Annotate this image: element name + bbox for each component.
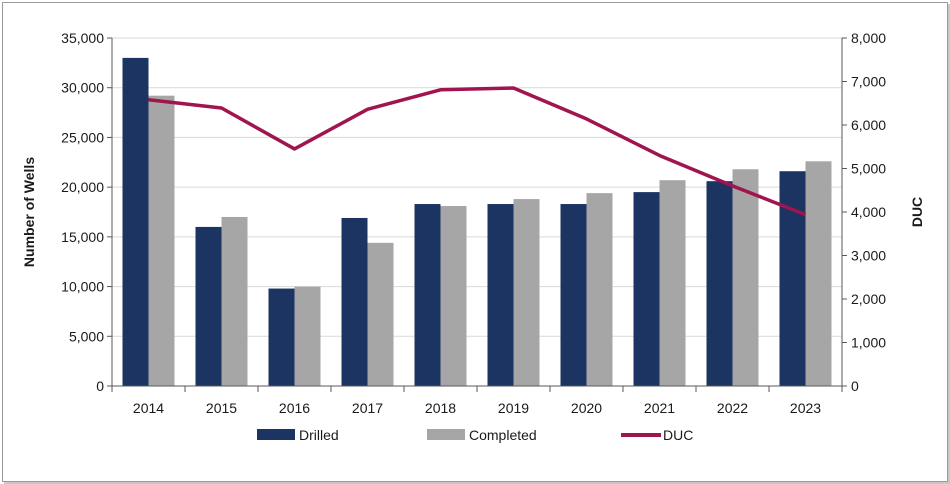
bar-completed [732, 169, 759, 386]
x-tick-label: 2023 [790, 400, 821, 416]
legend: Drilled Completed DUC [257, 427, 693, 443]
bar-completed [148, 95, 175, 386]
right-tick-label: 3,000 [851, 248, 886, 264]
left-tick-label: 5,000 [69, 328, 104, 344]
legend-label-drilled: Drilled [299, 427, 339, 443]
x-tick-label: 2019 [498, 400, 529, 416]
bar-completed [586, 193, 613, 386]
bar-drilled [487, 204, 514, 386]
legend-label-completed: Completed [469, 427, 537, 443]
bar-drilled [560, 204, 587, 386]
x-tick-label: 2014 [133, 400, 164, 416]
right-tick-label: 6,000 [851, 117, 886, 133]
bar-drilled [268, 288, 295, 386]
bar-completed [805, 161, 832, 386]
bar-completed [367, 242, 394, 386]
bar-drilled [341, 217, 368, 386]
legend-label-duc: DUC [663, 427, 693, 443]
bar-drilled [122, 57, 149, 387]
bar-drilled [414, 204, 441, 386]
x-tick-label: 2016 [279, 400, 310, 416]
right-tick-label: 4,000 [851, 204, 886, 220]
duc-line [148, 86, 807, 217]
bar-drilled [195, 226, 222, 386]
right-tick-label: 1,000 [851, 335, 886, 351]
x-tick-label: 2021 [644, 400, 675, 416]
legend-swatch-drilled [257, 429, 295, 440]
right-axis-title: DUC [909, 197, 925, 227]
bars [122, 57, 832, 387]
left-tick-label: 30,000 [61, 80, 104, 96]
duc-line-path [148, 86, 807, 217]
bar-drilled [633, 192, 660, 386]
left-tick-label: 35,000 [61, 30, 104, 46]
x-tick-label: 2022 [717, 400, 748, 416]
left-tick-label: 20,000 [61, 179, 104, 195]
right-tick-label: 2,000 [851, 291, 886, 307]
right-axis-ticks: 0 1,000 2,000 3,000 4,000 5,000 6,000 7,000 8,00… [842, 30, 886, 394]
x-tick-label: 2020 [571, 400, 602, 416]
left-tick-label: 15,000 [61, 229, 104, 245]
left-tick-label: 10,000 [61, 279, 104, 295]
bar-completed [221, 216, 248, 386]
bar-drilled [779, 171, 806, 386]
x-tick-label: 2017 [352, 400, 383, 416]
left-tick-label: 0 [96, 378, 104, 394]
left-tick-label: 25,000 [61, 129, 104, 145]
x-tick-label: 2015 [206, 400, 237, 416]
right-tick-label: 7,000 [851, 74, 886, 90]
bar-completed [659, 180, 686, 386]
bar-completed [513, 199, 540, 386]
left-axis-ticks: 0 5,000 10,000 15,000 20,000 25,000 30,000 35,0… [61, 30, 112, 394]
legend-swatch-completed [427, 429, 465, 440]
left-axis-title: Number of Wells [21, 157, 37, 267]
right-tick-label: 8,000 [851, 30, 886, 46]
bar-completed [440, 206, 467, 386]
x-tick-label: 2018 [425, 400, 456, 416]
bar-drilled [706, 181, 733, 386]
x-axis-ticks: 2014 2015 2016 2017 2018 2019 2020 2021 2022 2023 [133, 400, 821, 416]
bar-completed [294, 286, 321, 386]
right-tick-label: 0 [851, 378, 859, 394]
right-tick-label: 5,000 [851, 161, 886, 177]
